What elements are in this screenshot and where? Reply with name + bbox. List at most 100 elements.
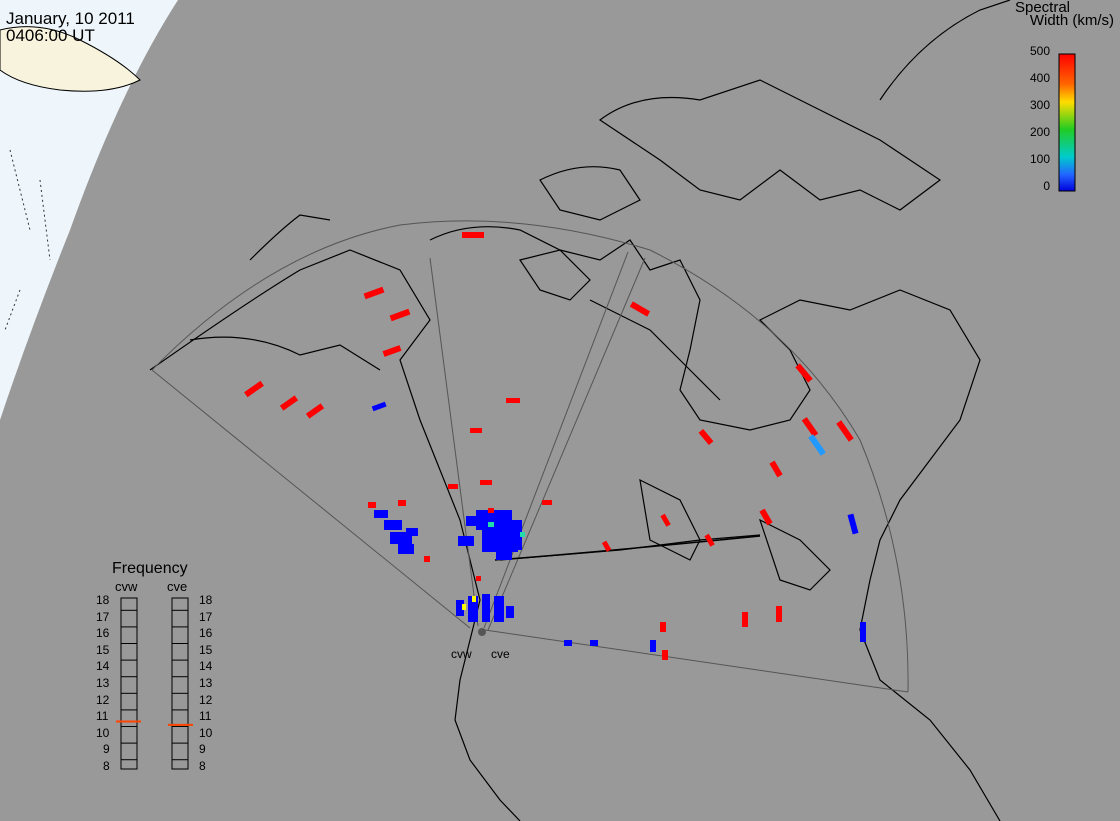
echo [458, 536, 474, 546]
frequency-level-right: 8 [199, 759, 206, 774]
echo [590, 640, 598, 646]
echo [698, 428, 714, 446]
echo [795, 363, 813, 383]
cvw-freq-bar [120, 597, 138, 770]
color-bar [1058, 53, 1076, 192]
echo [406, 528, 418, 536]
echo [305, 403, 325, 419]
cve-freq-label: cve [167, 579, 188, 594]
radar-echoes [244, 232, 866, 660]
daylight-region [0, 0, 178, 420]
echo [371, 401, 387, 412]
frequency-level-left: 13 [96, 676, 110, 690]
day-land [0, 26, 141, 92]
echo [462, 604, 466, 610]
echo [480, 480, 492, 485]
time-label: 0406:00 UT [6, 26, 95, 45]
frequency-level-left: 18 [96, 593, 110, 607]
cve-freq-bar [171, 597, 189, 770]
echo [520, 532, 525, 537]
echo [847, 513, 859, 535]
fov-outline [151, 220, 909, 693]
radar-label-cve: cve [491, 647, 510, 661]
date-label: January, 10 2011 [6, 9, 135, 28]
echo [542, 500, 552, 505]
echo [496, 548, 512, 560]
frequency-level-right: 17 [199, 609, 213, 624]
legend-tick: 300 [1029, 98, 1050, 112]
frequency-level-right: 16 [199, 626, 213, 641]
echo [368, 502, 376, 508]
frequency-level-right: 15 [199, 642, 213, 657]
echo [506, 606, 514, 618]
echo [601, 540, 612, 552]
echo [494, 596, 504, 622]
echo [704, 533, 715, 547]
radar-site [478, 628, 486, 636]
echo [472, 596, 476, 602]
echo [860, 622, 866, 642]
echo [801, 417, 819, 437]
echo [564, 640, 572, 646]
echo [363, 286, 385, 300]
echo [742, 612, 748, 627]
frequency-level-left: 14 [96, 659, 110, 674]
frequency-level-left: 12 [96, 692, 110, 707]
cvw-freq-label: cvw [115, 579, 138, 594]
echo [836, 420, 854, 442]
echo [382, 345, 402, 357]
echo [398, 544, 414, 554]
frequency-grid [121, 609, 188, 761]
frequency-level-right: 10 [199, 725, 213, 740]
legend-tick: 500 [1029, 44, 1050, 58]
echo [488, 522, 494, 527]
echo [456, 600, 464, 616]
legend-tick: 400 [1029, 71, 1050, 85]
echo [424, 556, 430, 562]
legend-title-line1: Spectral [1014, 0, 1070, 16]
echo [482, 594, 490, 622]
echo [279, 395, 299, 411]
echo [470, 428, 482, 433]
legend-tick: 0 [1043, 179, 1050, 193]
echo [629, 301, 651, 317]
echo [244, 380, 264, 398]
radar-label-cvw: cvw [451, 647, 472, 661]
frequency-level-right: 9 [199, 742, 206, 757]
legend-title-line2: Width (km/s) [1029, 12, 1114, 29]
echo [506, 398, 520, 403]
echo [398, 500, 406, 506]
echo [476, 576, 481, 581]
frequency-level-right: 14 [199, 659, 213, 674]
frequency-level-right: 11 [199, 709, 212, 724]
echo [374, 510, 388, 518]
frequency-level-left: 9 [103, 742, 110, 757]
frequency-title: Frequency [112, 560, 188, 577]
echo [808, 434, 826, 456]
frequency-level-right: 18 [199, 593, 213, 607]
legend-tick: 100 [1029, 152, 1050, 166]
echo [759, 508, 773, 526]
frequency-level-left: 10 [96, 725, 110, 740]
echo [502, 520, 522, 550]
echo [466, 516, 480, 526]
echo [660, 513, 671, 527]
frequency-level-right: 12 [199, 692, 213, 707]
echo [650, 640, 656, 652]
echo [384, 520, 402, 530]
frequency-level-left: 16 [96, 626, 110, 641]
frequency-level-left: 15 [96, 642, 110, 657]
echo [660, 622, 666, 632]
echo [776, 606, 782, 622]
frequency-level-left: 8 [103, 759, 110, 774]
echo [468, 596, 478, 622]
echo [662, 650, 668, 660]
echo [389, 308, 411, 322]
frequency-level-left: 11 [96, 709, 109, 724]
echo [769, 460, 783, 478]
legend-tick: 200 [1029, 125, 1050, 139]
frequency-level-left: 17 [96, 609, 110, 624]
echo [462, 232, 484, 238]
echo [448, 484, 458, 489]
